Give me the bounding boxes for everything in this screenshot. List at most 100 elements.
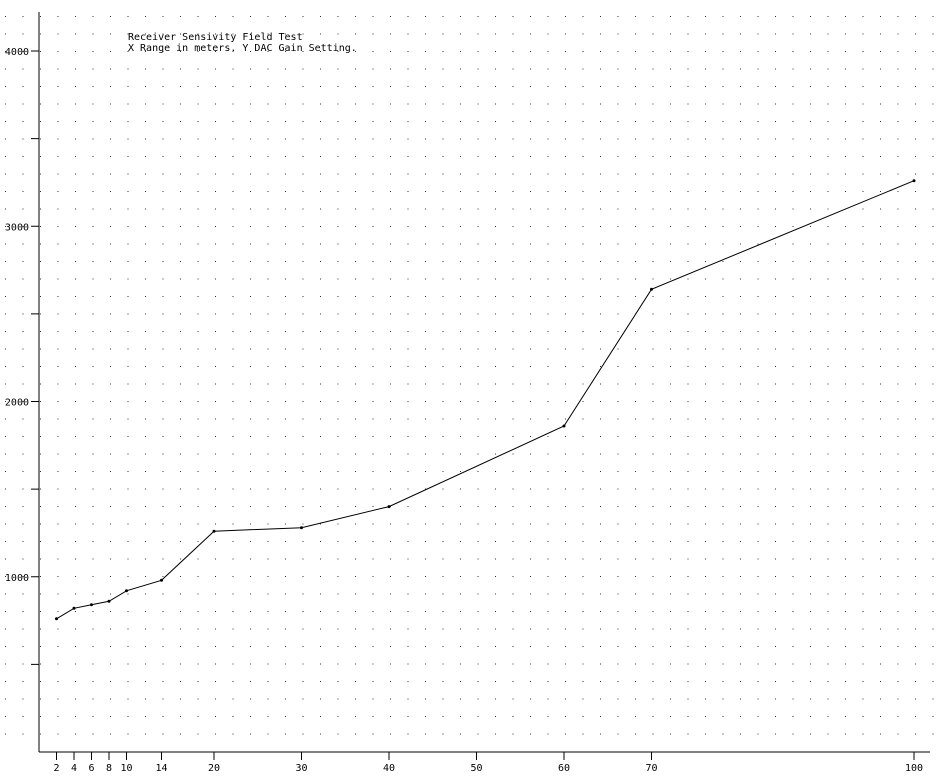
grid-dot (302, 348, 304, 350)
grid-dot (722, 51, 724, 52)
grid-dot (792, 366, 794, 367)
grid-dot (810, 296, 811, 297)
grid-dot (197, 646, 199, 647)
grid-dot (250, 383, 251, 385)
grid-dot (337, 558, 339, 560)
grid-dot (600, 646, 601, 647)
grid-dot (320, 453, 321, 455)
grid-dot (267, 716, 269, 717)
grid-dot (110, 51, 111, 52)
grid-dot (337, 698, 339, 700)
grid-dot (670, 366, 671, 367)
grid-dot (180, 593, 181, 595)
grid-dot (845, 51, 846, 52)
grid-dot (827, 698, 829, 700)
grid-dot (250, 191, 251, 192)
grid-dot (215, 138, 216, 140)
grid-dot (512, 226, 514, 227)
grid-dot (57, 716, 59, 717)
grid-dot (75, 68, 76, 70)
grid-dot (425, 156, 426, 157)
grid-dot (810, 698, 811, 700)
grid-dot (547, 453, 549, 455)
grid-dot (792, 261, 794, 262)
grid-dot (22, 401, 24, 402)
grid-dot (267, 121, 269, 122)
grid-dot (477, 593, 479, 595)
grid-dot (180, 243, 181, 245)
grid-dot (40, 121, 41, 122)
grid-dot (407, 33, 409, 35)
grid-dot (407, 681, 409, 682)
grid-dot (5, 68, 6, 70)
grid-dot (687, 488, 689, 490)
grid-dot (162, 173, 164, 175)
grid-dot (845, 383, 846, 385)
grid-dot (652, 541, 654, 542)
grid-dot (600, 698, 601, 700)
grid-dot (897, 16, 899, 17)
grid-dot (372, 418, 374, 420)
grid-dot (390, 243, 391, 245)
x-tick-label: 70 (645, 763, 657, 774)
grid-dot (372, 243, 374, 245)
grid-dot (775, 611, 776, 612)
grid-dot (932, 103, 934, 105)
grid-dot (775, 103, 776, 105)
grid-dot (407, 331, 409, 332)
grid-dot (512, 156, 514, 157)
grid-dot (215, 226, 216, 227)
grid-dot (880, 261, 881, 262)
grid-dot (57, 436, 59, 437)
grid-dot (92, 86, 94, 87)
grid-dot (775, 261, 776, 262)
grid-dot (862, 628, 864, 630)
grid-dot (792, 33, 794, 35)
grid-dot (477, 401, 479, 402)
grid-dot (460, 698, 461, 700)
grid-dot (372, 698, 374, 700)
grid-dot (932, 226, 934, 227)
grid-dot (915, 628, 916, 630)
grid-dot (775, 86, 776, 87)
grid-dot (932, 16, 934, 17)
grid-dot (442, 51, 444, 52)
grid-dot (722, 138, 724, 140)
grid-dot (232, 681, 234, 682)
grid-dot (880, 173, 881, 175)
grid-dot (775, 576, 776, 577)
grid-dot (215, 296, 216, 297)
grid-dot (600, 453, 601, 455)
grid-dot (757, 313, 759, 315)
grid-dot (442, 471, 444, 472)
grid-dot (267, 51, 269, 52)
grid-dot (145, 716, 146, 717)
grid-dot (740, 33, 741, 35)
grid-dot (302, 541, 304, 542)
grid-dot (565, 348, 566, 350)
grid-dot (652, 698, 654, 700)
grid-dot (862, 331, 864, 332)
grid-dot (845, 68, 846, 70)
grid-dot (285, 296, 286, 297)
grid-dot (757, 646, 759, 647)
grid-dot (652, 471, 654, 472)
grid-dot (22, 436, 24, 437)
grid-dot (320, 506, 321, 507)
grid-dot (582, 226, 584, 227)
grid-dot (250, 366, 251, 367)
grid-dot (110, 156, 111, 157)
grid-dot (320, 576, 321, 577)
grid-dot (302, 226, 304, 227)
grid-dot (390, 261, 391, 262)
grid-dot (495, 453, 496, 455)
grid-dot (757, 436, 759, 437)
grid-dot (372, 191, 374, 192)
grid-dot (565, 51, 566, 52)
grid-dot (127, 68, 129, 70)
grid-dot (180, 16, 181, 17)
grid-dot (775, 331, 776, 332)
grid-dot (757, 103, 759, 105)
grid-dot (582, 348, 584, 350)
grid-dot (495, 191, 496, 192)
